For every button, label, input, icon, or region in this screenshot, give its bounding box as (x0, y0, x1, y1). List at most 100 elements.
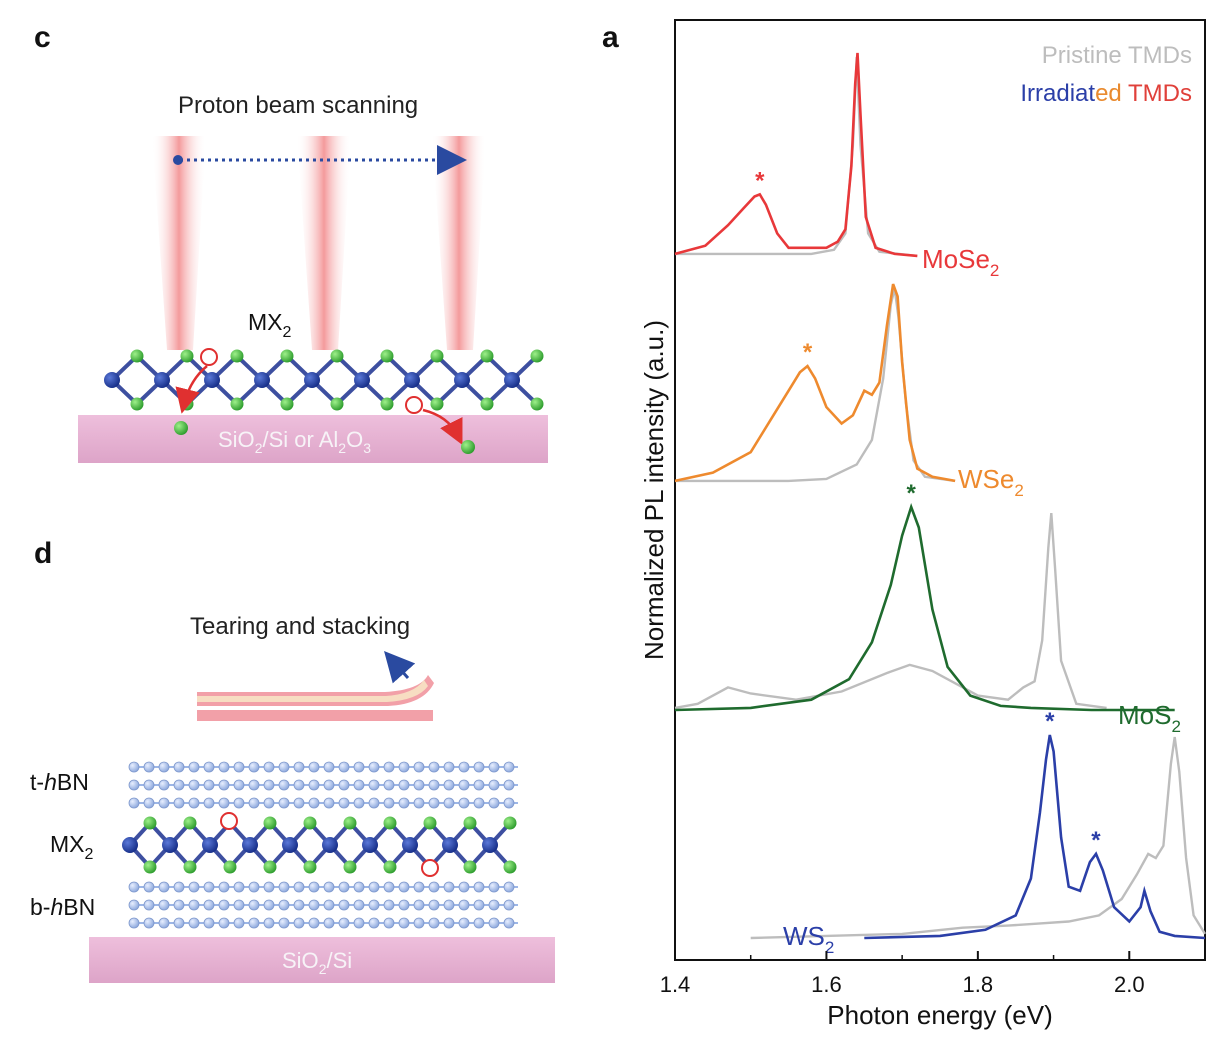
hbn-atom (188, 779, 200, 791)
panel-d-caption: Tearing and stacking (190, 613, 410, 640)
y-axis-label: Normalized PL intensity (a.u.) (639, 320, 669, 660)
metal-atom (104, 372, 120, 388)
legend-irradiated-part: Irradiat (1020, 80, 1095, 107)
spectrum-label: WS2 (783, 921, 834, 957)
peak-marker: * (907, 480, 917, 507)
hbn-atom (143, 917, 155, 929)
pristine-spectrum-line (750, 736, 1207, 940)
sputter-arrow (422, 408, 463, 445)
chalcogen-atom (180, 349, 194, 363)
hbn-atom (278, 779, 290, 791)
peak-marker: * (803, 339, 813, 366)
chalcogen-atom (423, 816, 437, 830)
metal-atom (204, 372, 220, 388)
hbn-atom (143, 761, 155, 773)
panel-c-substrate (78, 415, 548, 463)
hbn-atom (488, 899, 500, 911)
hbn-atom (173, 917, 185, 929)
sputtered-atom (461, 440, 475, 454)
hbn-atom (458, 899, 470, 911)
spectrum-label-sub: 2 (1171, 717, 1180, 736)
hbn-atom (398, 779, 410, 791)
proton-beam-2 (297, 136, 351, 350)
chalcogen-atom (480, 397, 494, 411)
hbn-atom (323, 917, 335, 929)
hbn-atom (458, 797, 470, 809)
hbn-atom (278, 761, 290, 773)
panel-d-letter: d (34, 537, 52, 570)
x-tick-label: 1.6 (811, 972, 842, 997)
tear-arrow (384, 651, 416, 684)
chalcogen-atom (463, 816, 477, 830)
hbn-atom (308, 779, 320, 791)
hbn-atom (398, 797, 410, 809)
metal-atom (322, 837, 338, 853)
sputtered-atom (174, 421, 188, 435)
metal-atom (122, 837, 138, 853)
chalcogen-atom (503, 860, 517, 874)
spectrum-label-sub: 2 (825, 938, 834, 957)
chalcogen-atom (530, 397, 544, 411)
hbn-atom (293, 779, 305, 791)
hbn-atom (233, 881, 245, 893)
metal-atom (162, 837, 178, 853)
hbn-atom (233, 779, 245, 791)
t-hbn-label: t-hBN (30, 769, 89, 795)
hbn-atom (353, 917, 365, 929)
spectrum-mos2: * MoS2 (674, 480, 1181, 736)
hbn-atom (443, 761, 455, 773)
hbn-atom (413, 899, 425, 911)
chalcogen-atom (143, 860, 157, 874)
spectrum-label-main: WS (783, 921, 825, 951)
hbn-atom (413, 917, 425, 929)
chalcogen-atom (130, 349, 144, 363)
irradiated-spectrum-line (674, 283, 956, 483)
chalcogen-atom (280, 397, 294, 411)
hbn-atom (158, 917, 170, 929)
hbn-atom (203, 779, 215, 791)
spectrum-label: MoSe2 (922, 244, 999, 280)
hbn-atom (263, 797, 275, 809)
hbn-atom (323, 761, 335, 773)
metal-atom (154, 372, 170, 388)
hbn-atom (203, 881, 215, 893)
peak-marker: * (1091, 827, 1101, 854)
proton-beams (152, 136, 486, 350)
metal-atom (442, 837, 458, 853)
hbn-atom (353, 761, 365, 773)
chalcogen-atom (530, 349, 544, 363)
hbn-atom (173, 881, 185, 893)
hbn-atom (128, 779, 140, 791)
hbn-atom (203, 761, 215, 773)
hbn-atom (158, 779, 170, 791)
hbn-atom (503, 797, 515, 809)
hbn-atom (188, 899, 200, 911)
hbn-atom (383, 881, 395, 893)
chalcogen-atom (343, 816, 357, 830)
hbn-atom (368, 797, 380, 809)
hbn-atom (173, 899, 185, 911)
b-hbn-label: b-hBN (30, 894, 95, 920)
chalcogen-atom (130, 397, 144, 411)
hbn-atom (173, 797, 185, 809)
x-axis: 1.4 1.6 1.8 2.0 (660, 951, 1145, 997)
hbn-atom (233, 797, 245, 809)
hbn-atom (368, 899, 380, 911)
t-hbn-layers (128, 761, 518, 809)
chalcogen-atom (230, 349, 244, 363)
spectrum-label-main: WSe (958, 464, 1014, 494)
hbn-atom (413, 761, 425, 773)
lattice-bonds (110, 354, 539, 406)
panel-d: d Tearing and stacking t-hBN MX2 b-hBN S… (30, 537, 555, 983)
hbn-atom (338, 797, 350, 809)
hbn-atom (398, 881, 410, 893)
spectrum-label-main: MoS (1118, 700, 1171, 730)
hbn-atom (128, 899, 140, 911)
hbn-atom (443, 917, 455, 929)
hbn-atom (143, 881, 155, 893)
hbn-atom (233, 899, 245, 911)
x-tick-label: 1.4 (660, 972, 691, 997)
hbn-atom (368, 761, 380, 773)
hbn-atom (278, 881, 290, 893)
hbn-atom (188, 797, 200, 809)
